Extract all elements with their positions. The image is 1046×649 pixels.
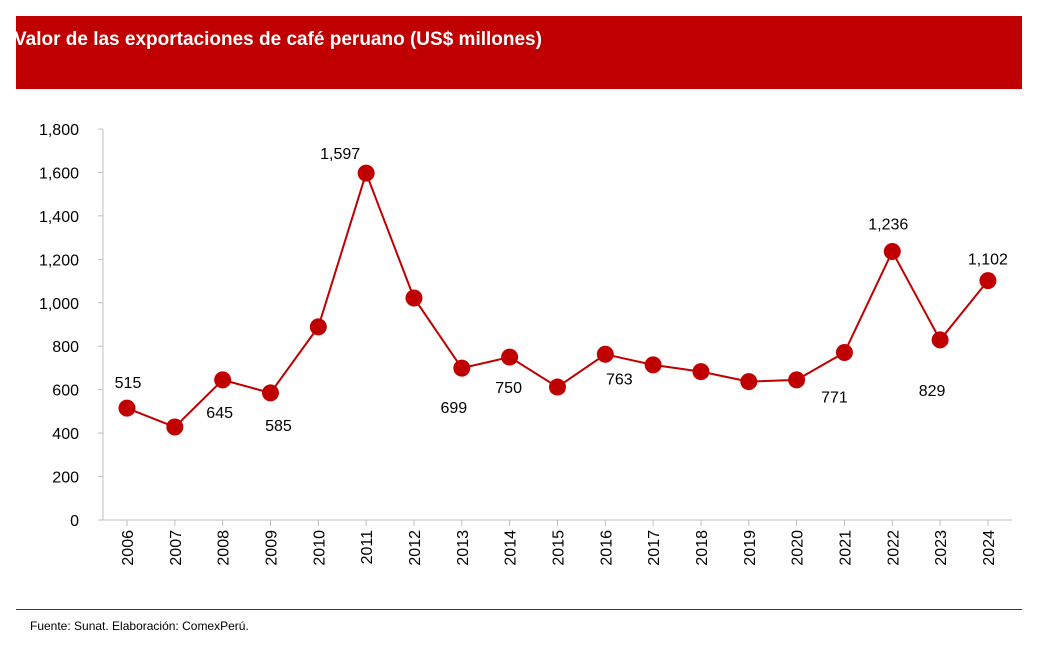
footer-divider	[16, 609, 1022, 610]
data-label: 1,102	[968, 252, 1008, 269]
y-tick-label: 400	[52, 426, 79, 443]
data-point	[596, 345, 614, 363]
data-point	[931, 331, 949, 349]
data-point	[405, 289, 423, 307]
x-tick-label: 2011	[359, 530, 376, 565]
data-point	[979, 272, 997, 290]
data-point	[692, 363, 710, 381]
y-tick-label: 1,600	[39, 165, 79, 182]
x-tick-label: 2018	[694, 530, 711, 566]
data-label: 645	[206, 405, 233, 422]
y-tick-label: 1,000	[39, 296, 79, 313]
x-tick-label: 2020	[790, 530, 807, 566]
data-point	[644, 356, 662, 374]
data-point	[214, 371, 232, 389]
y-tick-label: 1,800	[39, 122, 79, 139]
data-point	[501, 348, 519, 366]
x-tick-label: 2013	[455, 530, 472, 566]
data-point	[548, 378, 566, 396]
data-label: 771	[821, 390, 848, 407]
x-tick-label: 2019	[742, 530, 759, 566]
x-tick-label: 2006	[120, 530, 137, 566]
data-label: 699	[440, 400, 467, 417]
source-note: Fuente: Sunat. Elaboración: ComexPerú.	[30, 619, 249, 633]
x-tick-label: 2021	[837, 530, 854, 566]
x-tick-label: 2012	[407, 530, 424, 566]
y-tick-label: 1,200	[39, 252, 79, 269]
data-point	[118, 399, 136, 417]
x-tick-label: 2009	[263, 530, 280, 566]
x-tick-label: 2008	[216, 530, 233, 566]
y-tick-label: 0	[70, 513, 79, 530]
data-label: 1,597	[320, 146, 360, 163]
data-label: 829	[919, 383, 946, 400]
data-point	[166, 418, 184, 436]
data-label: 763	[606, 371, 633, 388]
chart-title: Valor de las exportaciones de café perua…	[14, 29, 542, 50]
y-tick-label: 200	[52, 470, 79, 487]
data-point	[309, 318, 327, 336]
data-point	[261, 384, 279, 402]
y-tick-label: 600	[52, 383, 79, 400]
x-tick-label: 2024	[981, 530, 998, 566]
x-tick-label: 2015	[550, 530, 567, 566]
data-label: 515	[115, 375, 142, 392]
data-point	[740, 373, 758, 391]
y-tick-label: 1,400	[39, 209, 79, 226]
x-tick-label: 2007	[168, 530, 185, 566]
data-point	[883, 243, 901, 261]
x-tick-label: 2016	[598, 530, 615, 566]
x-tick-label: 2014	[503, 530, 520, 566]
data-point	[453, 359, 471, 377]
data-label: 585	[265, 418, 292, 435]
x-tick-label: 2022	[885, 530, 902, 566]
data-point	[357, 164, 375, 182]
y-tick-label: 800	[52, 339, 79, 356]
title-bar	[16, 16, 1022, 89]
x-tick-label: 2023	[933, 530, 950, 566]
data-point	[788, 371, 806, 389]
data-label: 750	[495, 380, 522, 397]
x-tick-label: 2010	[311, 530, 328, 566]
data-label: 1,236	[868, 217, 908, 234]
x-tick-label: 2017	[646, 530, 663, 566]
data-point	[835, 344, 853, 362]
